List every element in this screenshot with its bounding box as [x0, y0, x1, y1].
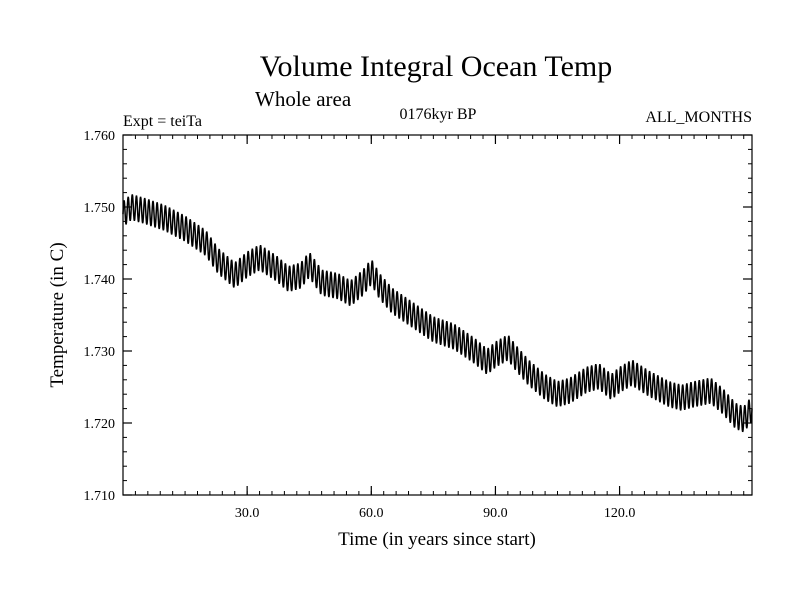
period-label: 0176kyr BP — [400, 106, 477, 123]
y-axis: 1.710 1.720 1.730 1.740 1.750 1.760 — [84, 129, 752, 504]
x-tick-label: 60.0 — [359, 506, 384, 521]
y-tick-label: 1.730 — [84, 345, 116, 360]
x-tick-label: 30.0 — [235, 506, 260, 521]
months-label: ALL_MONTHS — [645, 109, 752, 126]
experiment-label: Expt = teiTa — [123, 113, 202, 130]
y-axis-label: Temperature (in C) — [47, 242, 68, 387]
y-tick-label: 1.740 — [84, 273, 116, 288]
x-tick-label: 120.0 — [604, 506, 636, 521]
series-line — [122, 194, 753, 433]
plot-frame — [122, 134, 753, 496]
y-tick-label: 1.720 — [84, 417, 116, 432]
x-axis: 30.0 60.0 90.0 120.0 — [134, 135, 745, 521]
y-tick-label: 1.750 — [84, 201, 116, 216]
y-tick-label: 1.710 — [84, 489, 116, 504]
x-tick-label: 90.0 — [483, 506, 508, 521]
chart-title: Volume Integral Ocean Temp — [260, 50, 613, 83]
y-tick-label: 1.760 — [84, 129, 116, 144]
x-axis-label: Time (in years since start) — [338, 529, 536, 550]
chart-subtitle: Whole area — [255, 87, 352, 111]
